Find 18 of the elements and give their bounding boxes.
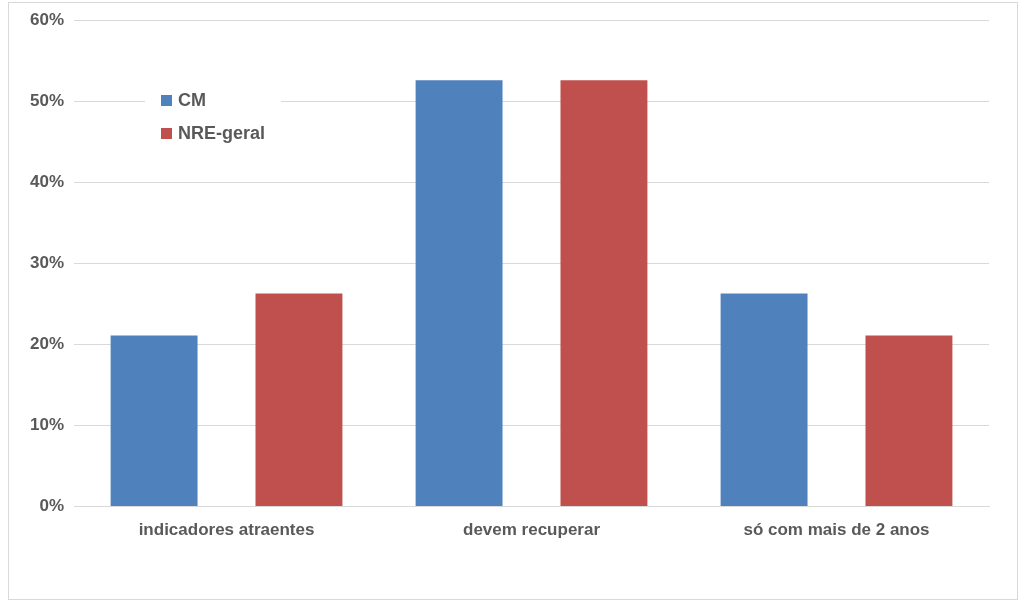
y-tick-label: 20%	[29, 334, 65, 354]
legend-label: CM	[178, 90, 206, 111]
y-tick-label: 10%	[29, 415, 65, 435]
bar	[255, 293, 343, 507]
bar	[720, 293, 808, 507]
bar	[110, 335, 198, 507]
bar	[415, 80, 503, 507]
x-tick-label: indicadores atraentes	[138, 520, 315, 540]
y-tick-label: 60%	[29, 9, 65, 29]
y-tick-label: 40%	[29, 172, 65, 192]
y-tick-label: 30%	[29, 253, 65, 273]
legend-label: NRE-geral	[178, 123, 266, 144]
bar	[560, 80, 648, 507]
bar	[865, 335, 953, 507]
x-tick-label: devem recuperar	[463, 520, 601, 540]
y-tick-label: 50%	[29, 90, 65, 110]
y-tick-label: 0%	[39, 496, 65, 516]
x-tick-label: só com mais de 2 anos	[743, 520, 930, 540]
